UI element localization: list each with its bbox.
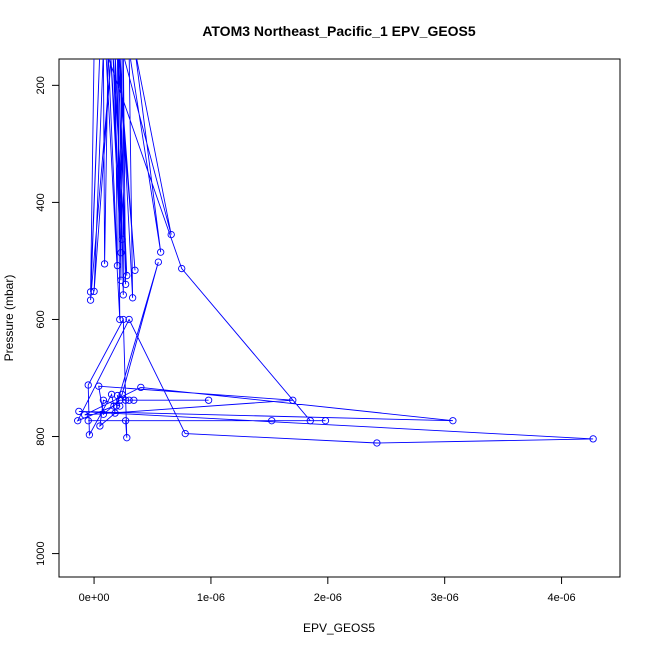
x-tick-label: 0e+00 (79, 592, 110, 604)
x-axis-label: EPV_GEOS5 (303, 621, 375, 635)
data-point (96, 422, 104, 430)
data-point (119, 315, 127, 324)
data-point (113, 391, 122, 400)
y-axis: 200 400 600 800 1000 (35, 76, 60, 566)
data-point (204, 396, 213, 404)
data-point (85, 431, 94, 439)
data-point (449, 417, 457, 425)
data-point (306, 417, 314, 425)
x-tick-label: 1e-06 (197, 592, 225, 604)
data-point (112, 402, 120, 410)
y-tick-label: 200 (35, 76, 47, 94)
data-point (84, 381, 92, 389)
data-point (111, 409, 119, 417)
data-point (117, 276, 125, 284)
y-tick-label: 400 (35, 193, 47, 211)
data-point (119, 291, 127, 299)
data-point (116, 402, 124, 410)
data-point (100, 260, 109, 268)
data-point (84, 417, 92, 425)
x-tick-label: 4e-06 (547, 592, 575, 604)
data-point (154, 258, 162, 266)
data-point (99, 396, 108, 404)
data-point (118, 235, 126, 243)
data-point (86, 288, 95, 296)
plot-area (74, 59, 597, 447)
y-axis-label: Pressure (mbar) (2, 275, 16, 362)
data-point (157, 248, 165, 256)
x-tick-label: 2e-06 (314, 592, 342, 604)
data-point (125, 396, 133, 404)
data-point (131, 266, 139, 274)
data-point (181, 429, 189, 438)
data-point (121, 417, 130, 425)
data-point (321, 417, 330, 425)
data-point (373, 439, 381, 447)
data-point (130, 396, 138, 404)
data-point (167, 230, 175, 239)
x-axis: 0e+00 1e-06 2e-06 3e-06 4e-06 (79, 576, 576, 604)
data-point (110, 402, 118, 410)
data-point (589, 435, 597, 443)
data-point (123, 271, 131, 280)
data-point (178, 264, 186, 273)
y-tick-label: 600 (35, 310, 47, 328)
data-point (121, 280, 130, 288)
chart-title: ATOM3 Northeast_Pacific_1 EPV_GEOS5 (202, 23, 476, 39)
data-point (137, 383, 145, 392)
data-point (74, 417, 82, 425)
data-point (117, 249, 125, 257)
y-tick-label: 1000 (35, 541, 47, 565)
data-point (118, 390, 126, 399)
data-point (123, 434, 131, 442)
data-point (86, 296, 95, 304)
y-tick-label: 800 (35, 427, 47, 445)
data-point (116, 315, 124, 324)
data-point (128, 294, 137, 302)
data-point (125, 315, 133, 324)
data-point (90, 287, 98, 296)
x-tick-label: 3e-06 (431, 592, 459, 604)
series-line (76, 59, 594, 444)
data-point (95, 382, 103, 390)
data-point (81, 411, 89, 419)
data-point (113, 261, 122, 270)
data-point (289, 396, 297, 404)
data-point (121, 396, 130, 404)
data-point (268, 417, 276, 425)
data-point (99, 410, 108, 418)
data-point (75, 407, 83, 416)
